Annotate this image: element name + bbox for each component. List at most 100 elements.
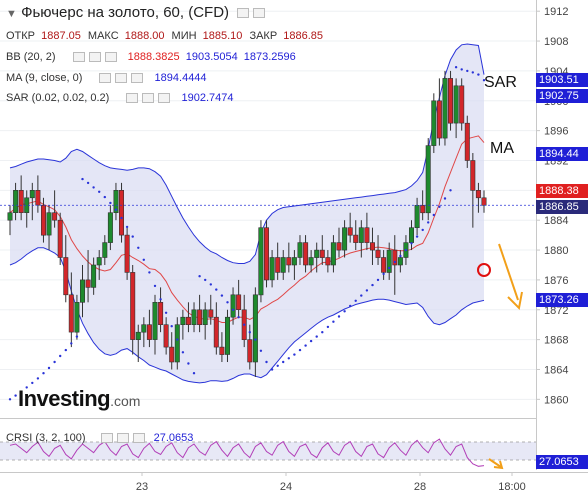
x-tick-label: 28	[414, 481, 426, 493]
sar-dot	[131, 235, 134, 238]
candle-body	[113, 190, 119, 214]
candle-body	[52, 212, 58, 221]
candle-body	[386, 249, 392, 273]
sar-dot	[53, 360, 56, 364]
fullscreen-icon[interactable]	[253, 8, 266, 19]
candle-body	[68, 294, 74, 333]
sar-dot	[399, 254, 402, 258]
candle-body	[208, 309, 214, 318]
candle-body	[369, 242, 375, 251]
candle-body	[135, 331, 141, 341]
y-tick-label: 1884	[544, 215, 568, 227]
sar-dot	[360, 294, 363, 297]
candle-body	[63, 257, 69, 296]
ma-settings-icon[interactable]	[115, 73, 128, 84]
candle-body	[247, 339, 253, 363]
sar-dot	[92, 186, 95, 189]
sar-dot	[181, 351, 185, 354]
sar-dot	[109, 201, 112, 205]
candle-body	[74, 301, 80, 333]
ma-eye-icon[interactable]	[99, 73, 112, 84]
sar-dot	[276, 364, 279, 367]
sar-dot	[64, 348, 68, 352]
settings-icon[interactable]	[237, 8, 250, 19]
sar-dot	[220, 294, 224, 297]
collapse-arrow-icon[interactable]: ▼	[6, 8, 17, 20]
sar-dot	[343, 310, 346, 313]
sar-eye-icon[interactable]	[126, 93, 139, 104]
candle-body	[436, 100, 442, 139]
crsi-eye-icon[interactable]	[100, 433, 113, 444]
ma-label: MA (9, close, 0)	[6, 72, 83, 84]
candle-body	[459, 85, 465, 124]
sar-dot	[466, 69, 469, 73]
candle-body	[7, 212, 13, 221]
sar-dot	[471, 71, 474, 74]
candle-body	[141, 324, 147, 333]
sar-dot	[354, 299, 357, 302]
ohlc-low-value: 1885.10	[202, 30, 243, 42]
badge-last-price: 1886.85	[536, 200, 588, 214]
x-tick-label: 18:00	[498, 481, 526, 493]
sar-settings-icon[interactable]	[142, 93, 155, 104]
crsi-settings-icon[interactable]	[116, 433, 129, 444]
bb-upper-value: 1903.5054	[185, 51, 238, 63]
candle-body	[397, 257, 403, 266]
ohlc-close-value: 1886.85	[283, 30, 324, 42]
ma-close-icon[interactable]	[131, 73, 144, 84]
logo-suffix: .com	[110, 393, 141, 409]
sar-dot	[449, 189, 452, 192]
candle-body	[225, 316, 231, 355]
sar-dot	[482, 79, 486, 82]
sar-dot	[332, 320, 335, 323]
sar-dot	[164, 311, 168, 314]
candle-body	[392, 249, 398, 266]
candle-body	[158, 301, 164, 325]
down-arrow-head	[507, 291, 523, 311]
bb-lower-line	[9, 247, 485, 384]
sar-dot	[159, 298, 162, 301]
ohlc-high-label: МАКС	[87, 30, 119, 42]
candle-body	[202, 309, 208, 325]
sar-dot	[47, 366, 51, 370]
sar-dot	[460, 68, 463, 71]
candle-body	[431, 100, 437, 146]
ma-value: 1894.4444	[154, 72, 207, 84]
ma-annotation: MA	[490, 140, 514, 157]
candle-body	[85, 279, 91, 288]
y-tick-label: 1872	[544, 305, 568, 317]
ohlc-high-value: 1888.00	[124, 30, 165, 42]
candle-body	[57, 219, 63, 258]
bb-settings-icon[interactable]	[88, 52, 101, 63]
candle-body	[80, 279, 86, 303]
candle-body	[180, 316, 186, 326]
candle-body	[269, 257, 275, 281]
sar-close-icon[interactable]	[158, 93, 171, 104]
candle-body	[191, 309, 197, 325]
candle-body	[40, 205, 46, 236]
candle-body	[174, 324, 180, 363]
sar-dot	[75, 335, 79, 338]
bb-eye-icon[interactable]	[72, 52, 85, 63]
candle-body	[381, 257, 387, 273]
crsi-value: 27.0653	[153, 432, 194, 444]
sar-dot	[315, 335, 318, 338]
candle-body	[29, 190, 35, 199]
sar-dot	[304, 344, 307, 347]
sar-dot	[198, 275, 201, 278]
candle-body	[475, 190, 481, 199]
sar-dot	[98, 190, 101, 193]
ohlc-close-label: ЗАКР	[249, 30, 278, 42]
candle-body	[197, 309, 203, 325]
candle-body	[420, 205, 426, 214]
candle-body	[124, 234, 130, 273]
sar-dot	[170, 325, 173, 328]
bb-close-icon[interactable]	[104, 52, 117, 63]
sar-dot	[287, 357, 290, 360]
candle-body	[297, 242, 303, 258]
badge-bb-lower: 1873.26	[536, 293, 588, 307]
sar-dot	[204, 278, 207, 282]
crsi-close-icon[interactable]	[132, 433, 145, 444]
sar-label: SAR (0.02, 0.02, 0.2)	[6, 92, 110, 104]
